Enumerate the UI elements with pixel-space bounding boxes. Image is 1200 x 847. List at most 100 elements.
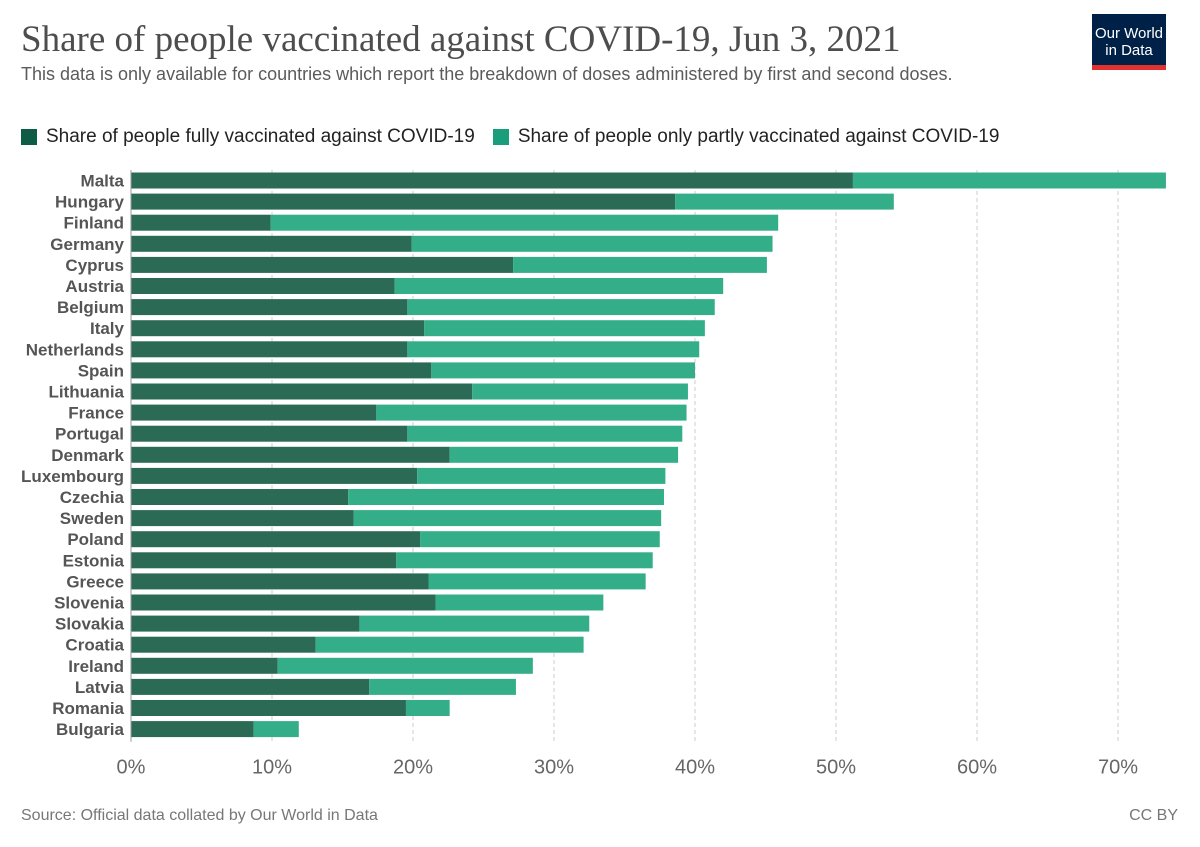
bar-partly-netherlands [407,341,700,358]
bar-partly-germany [411,235,773,252]
category-label: Croatia [65,636,124,655]
bar-partly-austria [394,278,724,294]
x-tick-label: 20% [393,757,433,779]
category-label: Lithuania [48,383,124,402]
bar-partly-france [376,404,687,421]
bar-partly-greece [428,573,646,590]
bar-fully-slovakia [131,615,360,632]
x-tick-label: 40% [675,757,715,779]
bar-partly-italy [424,320,705,337]
bar-fully-netherlands [131,341,408,358]
category-label: Ireland [68,657,124,676]
bar-fully-czechia [131,489,349,505]
bar-fully-ireland [131,657,278,674]
category-label: Hungary [55,193,125,212]
bar-fully-france [131,404,377,421]
bar-partly-slovakia [359,615,590,632]
logo-line-1: Our World [1094,25,1164,42]
category-label: Belgium [57,298,124,317]
source-note: Source: Official data collated by Our Wo… [21,807,378,824]
category-label: Netherlands [26,340,124,359]
category-label: Bulgaria [56,720,125,739]
bar-partly-bulgaria [253,721,299,738]
bar-partly-estonia [396,552,653,569]
legend-label-partly: Share of people only partly vaccinated a… [517,126,1000,147]
bar-fully-latvia [131,678,370,695]
category-label: Malta [81,172,125,191]
x-tick-label: 10% [252,757,292,779]
bar-fully-italy [131,320,425,337]
category-label: Latvia [75,678,125,697]
bar-partly-czechia [348,489,664,505]
bar-partly-denmark [449,446,679,463]
category-label: Estonia [63,551,125,570]
bar-fully-portugal [131,425,408,442]
bar-fully-finland [131,214,271,231]
bar-chart: 0% 10% 20% 30% 40% 50% 60% 70% Malta Hungary Finla… [21,170,1166,779]
chart-subtitle: This data is only available for countrie… [21,64,953,84]
category-label: Luxembourg [21,467,124,486]
bar-partly-croatia [315,636,584,653]
bar-partly-luxembourg [417,467,666,484]
legend-swatch-partly [492,129,509,145]
category-label: Sweden [60,509,124,528]
bar-fully-hungary [131,193,676,210]
bar-fully-malta [131,172,853,189]
bar-fully-lithuania [131,383,473,400]
bar-partly-sweden [353,510,662,527]
bar-partly-poland [420,531,660,548]
bar-fully-slovenia [131,594,436,611]
x-tick-label: 60% [957,757,997,779]
category-label: Greece [66,572,124,591]
category-label: Denmark [51,446,124,465]
bar-partly-ireland [277,657,533,674]
legend-item-fully[interactable]: Share of people fully vaccinated against… [21,126,475,148]
bar-fully-germany [131,235,412,252]
bar-partly-latvia [369,678,516,695]
category-label: France [68,404,124,423]
legend-swatch-fully [21,129,37,145]
category-label: Spain [78,361,124,380]
category-label: Cyprus [65,256,124,275]
x-tick-label: 70% [1098,757,1138,779]
bar-fully-austria [131,278,395,294]
bar-fully-sweden [131,510,354,527]
bar-fully-estonia [131,552,397,569]
x-tick-label: 0% [117,757,146,779]
category-label: Italy [90,319,125,338]
bar-fully-romania [131,700,406,716]
bar-partly-lithuania [472,383,688,400]
license-link[interactable]: CC BY [1129,807,1178,824]
category-label: Poland [67,530,124,549]
bar-fully-denmark [131,446,450,463]
category-label: Slovakia [55,615,125,634]
bar-partly-portugal [407,425,683,442]
bar-fully-spain [131,362,432,379]
bar-partly-malta [852,172,1166,189]
chart-legend: Share of people fully vaccinated against… [21,126,1017,148]
bar-fully-luxembourg [131,467,418,484]
category-label: Austria [65,277,124,296]
x-tick-label: 50% [816,757,856,779]
legend-label-fully: Share of people fully vaccinated against… [46,126,475,147]
category-label: Finland [64,214,124,233]
bar-fully-cyprus [131,256,514,273]
chart-title: Share of people vaccinated against COVID… [21,19,901,60]
legend-item-partly[interactable]: Share of people only partly vaccinated a… [492,126,1000,148]
category-label: Slovenia [54,594,124,613]
bar-fully-greece [131,573,429,590]
bar-partly-romania [405,700,450,716]
bar-partly-slovenia [435,594,604,611]
bar-fully-bulgaria [131,721,254,738]
bar-fully-belgium [131,299,408,316]
category-label: Czechia [60,488,125,507]
bar-partly-cyprus [513,256,767,273]
owid-logo[interactable]: Our World in Data [1092,14,1166,70]
bar-partly-finland [270,214,779,231]
x-tick-label: 30% [534,757,574,779]
category-label: Germany [50,235,124,254]
bar-partly-hungary [675,193,894,210]
bar-partly-spain [431,362,695,379]
category-label: Romania [52,699,124,718]
bar-fully-croatia [131,636,316,653]
